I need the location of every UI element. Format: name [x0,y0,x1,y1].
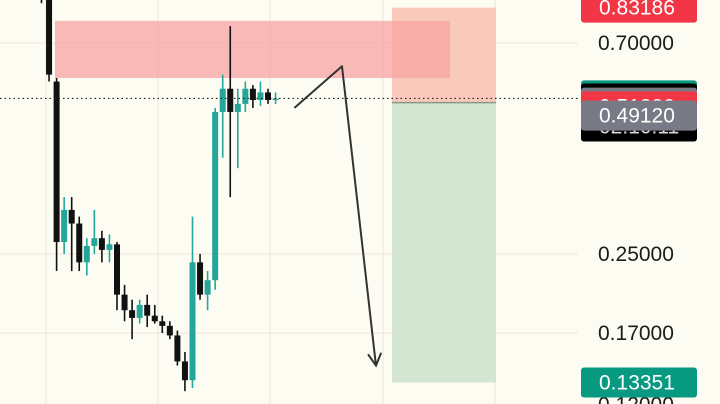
axis-tick-label: 0.25000 [598,243,674,266]
candle [212,107,219,290]
axis-tick-label: 0.17000 [598,322,674,345]
projection-arrow-head [367,352,382,368]
candle [174,330,181,366]
candle-body-up [204,280,211,295]
candle-body-up [83,245,90,263]
candle-body-down [68,209,75,224]
candle-body-up [257,92,264,101]
projection-arrow-line[interactable] [293,65,377,366]
candle-body-up [242,88,249,104]
drawing-overlays [0,65,578,368]
candle [257,81,264,106]
candle [40,0,43,4]
candle [83,238,90,276]
candle-body-down [46,0,53,75]
candle-body-up [136,304,143,318]
price-tag-label: 0.83186 [599,0,675,20]
candle [181,351,188,392]
candle [53,78,60,272]
candle-body-up [91,238,98,246]
candle [234,88,241,169]
candle [151,304,158,324]
candles [40,0,279,392]
price-tag: 0.83186 [581,0,697,23]
candle [46,0,53,82]
candle-body-down [144,304,151,316]
candle-body-up [219,88,226,112]
price-tag-box [581,100,697,131]
candle-body-down [151,315,158,322]
axis-tick-label: 0.12000 [598,393,674,404]
candle-body-down [227,88,234,112]
candle-body-down [181,361,188,381]
candle [189,216,196,388]
candle [197,253,204,300]
candle-body-up [234,103,241,112]
candle [91,209,98,254]
candle-body-down [76,223,83,263]
candle [227,26,234,198]
candle [98,230,105,263]
price-axis[interactable]: 0.70000 0.25000 0.17000 0.12000 [578,0,720,404]
candle [121,284,128,322]
candle-body-down [166,325,173,336]
candle [242,81,249,112]
candle [249,85,256,108]
candle [166,321,173,340]
price-tags: 0.831860.542250.5340102:10:110.523420.51… [581,0,697,398]
axis-tick-label: 0.70000 [598,32,674,55]
candle [219,74,226,158]
candle-body-down [129,310,136,318]
candle [265,88,271,104]
price-tag-box [581,367,697,398]
take-profit-zone[interactable] [392,102,496,383]
candle-body-up [189,262,196,381]
candle-body-down [121,294,128,311]
candle-body-up [106,244,113,250]
price-tag: 0.49120 [581,100,697,131]
candle-body-up [61,209,68,243]
candle-body-down [265,92,271,101]
candle-body-down [114,244,120,295]
candle [204,271,211,311]
candle-body-down [53,81,60,243]
resistance-zone[interactable] [55,20,450,79]
candle-body-down [174,335,181,362]
candle [106,234,113,263]
drawing-zones [55,7,496,383]
price-tag: 0.13351 [581,367,697,398]
price-tag-box [581,0,697,23]
candle-body-down [159,321,166,326]
candle [136,299,143,324]
candle [76,216,83,272]
price-axis-background [578,0,720,404]
candle-body-down [197,262,204,295]
candle-body-up [212,111,219,281]
candle [61,197,68,254]
candle [144,294,151,328]
candle [159,315,166,333]
candle-body-down [98,238,105,250]
candle-body-up [272,98,279,101]
candle [129,299,136,340]
candle [68,197,75,272]
candle-body-down [249,88,256,101]
candle [114,242,120,311]
price-tag-label: 0.13351 [599,372,675,395]
price-tag-label: 0.49120 [599,105,675,128]
